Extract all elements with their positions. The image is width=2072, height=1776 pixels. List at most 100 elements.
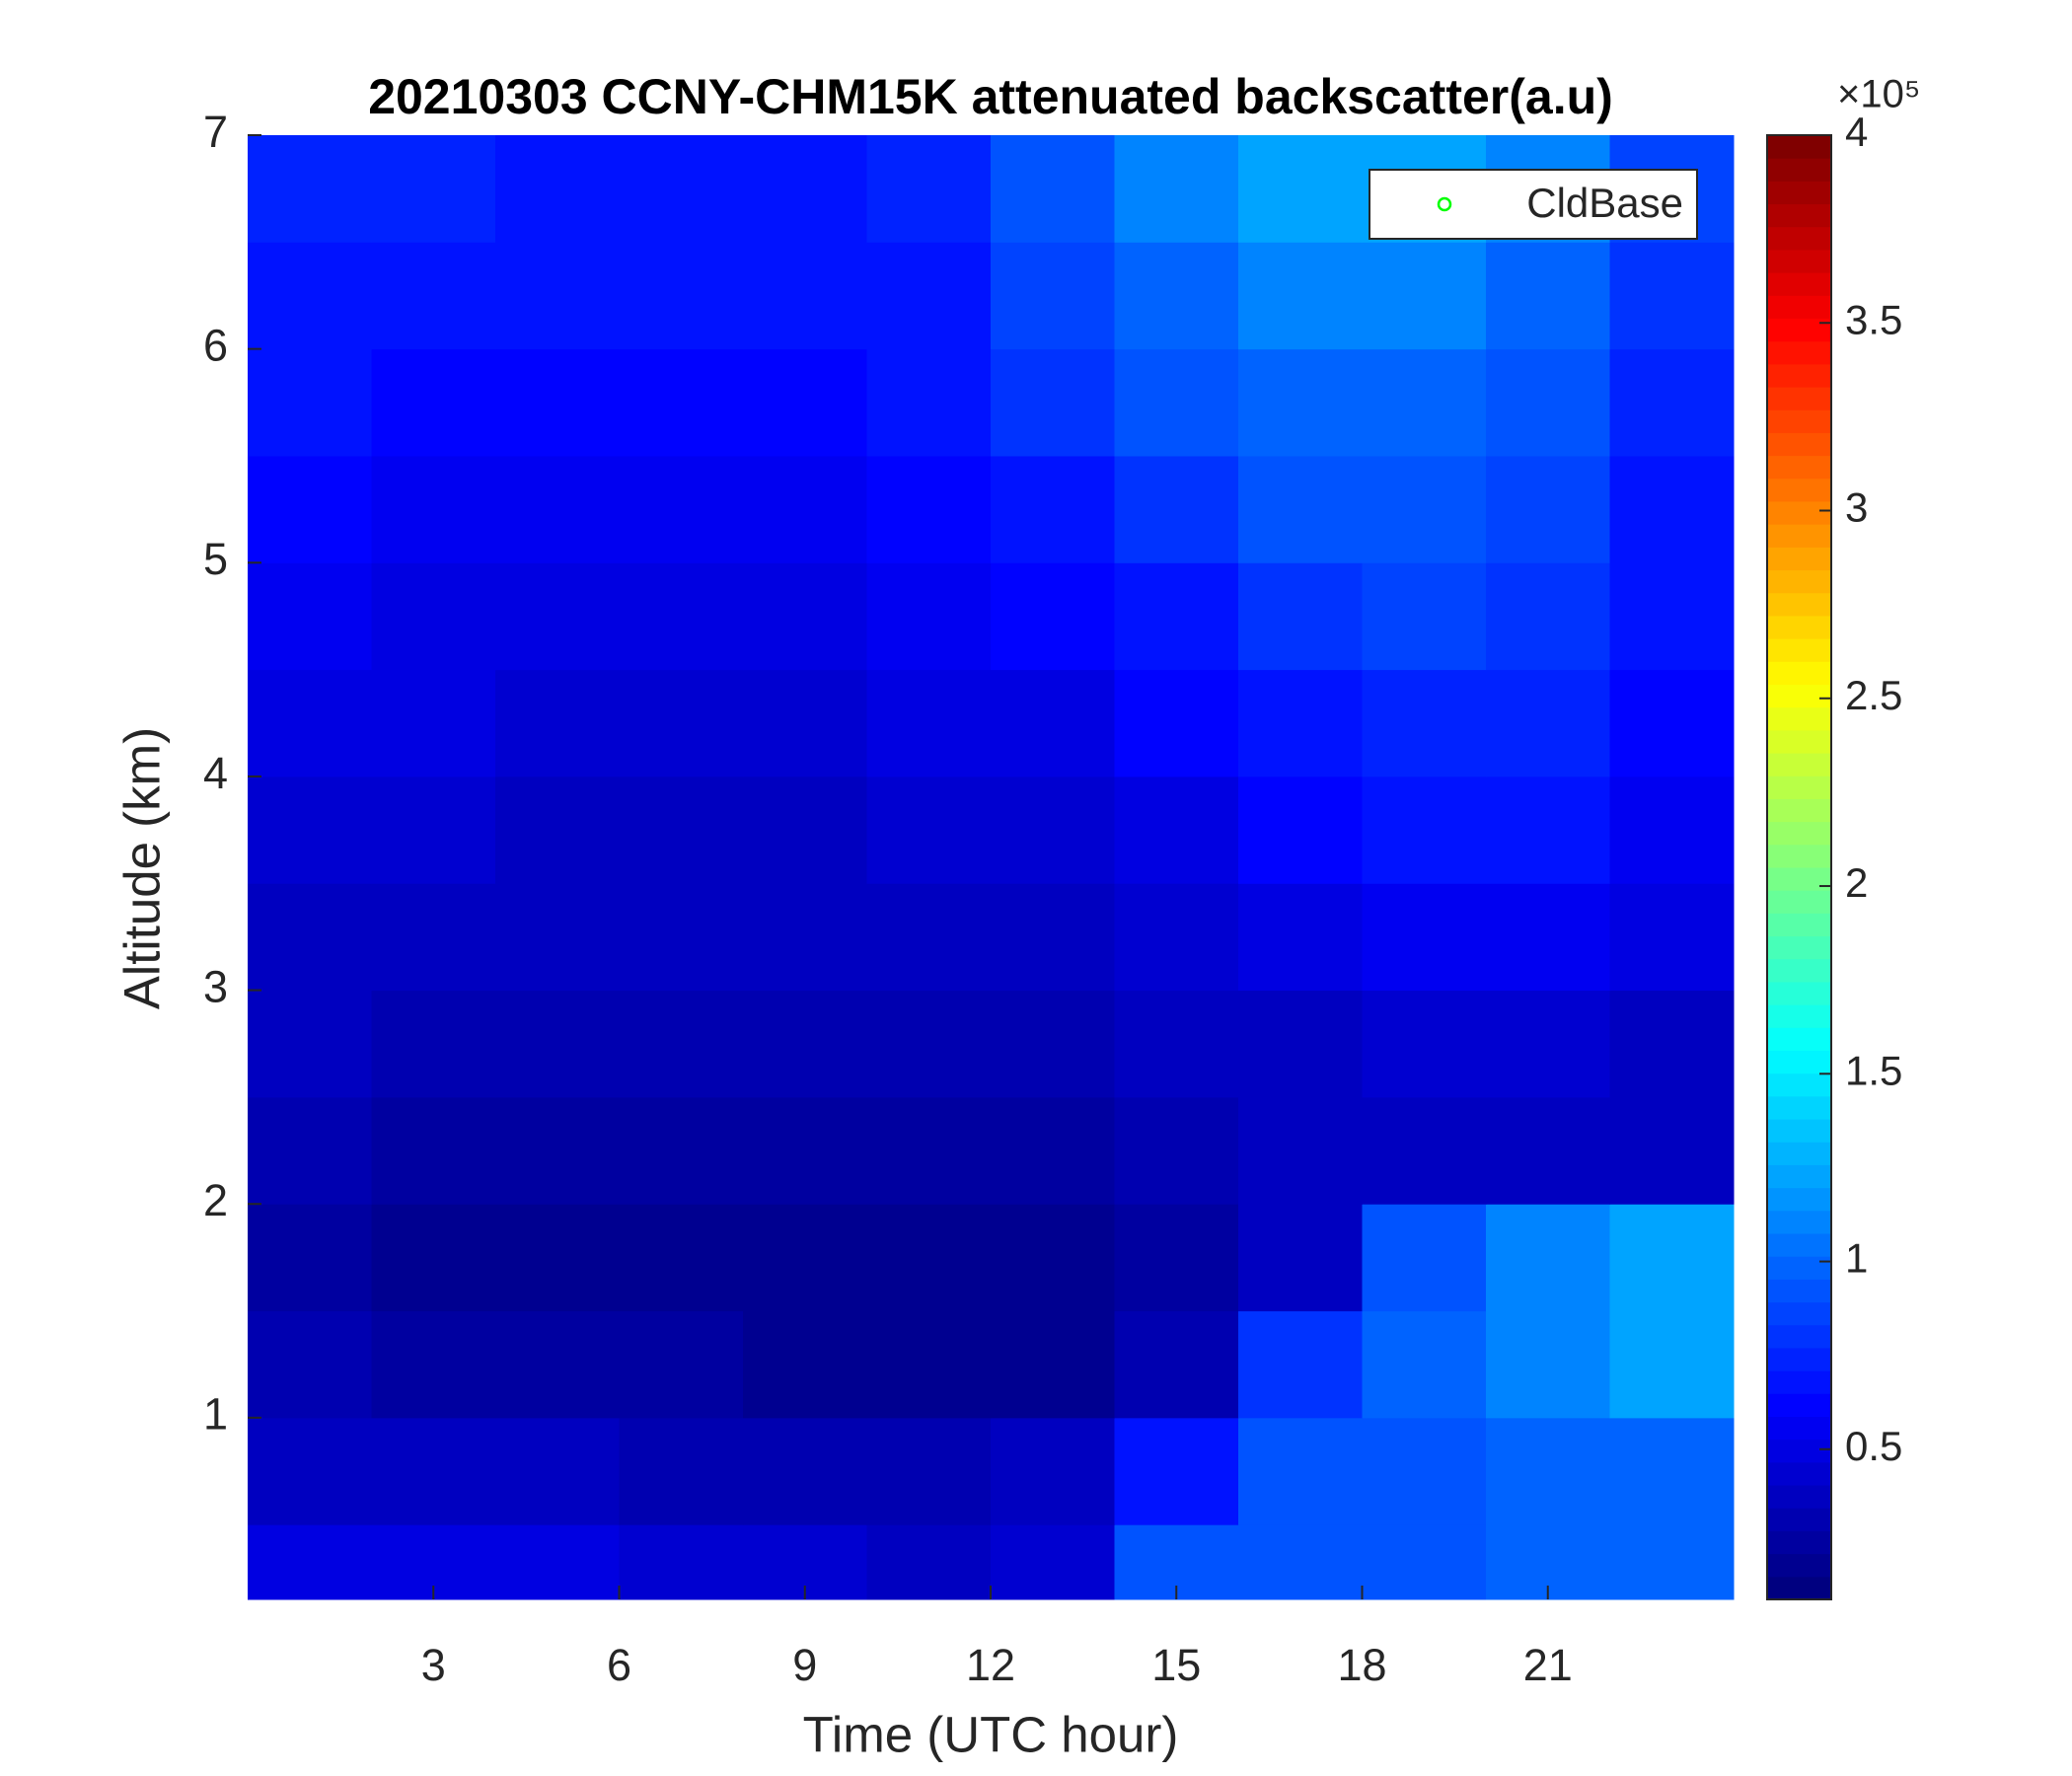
colorbar-band — [1767, 1461, 1831, 1486]
heatmap-cell — [743, 1417, 867, 1525]
heatmap-cell — [248, 348, 372, 457]
colorbar-tick-label: 2 — [1845, 859, 1868, 906]
heatmap-cell — [1609, 348, 1735, 457]
heatmap-cell — [495, 776, 620, 884]
x-tick-label: 3 — [421, 1640, 446, 1690]
colorbar-band — [1767, 913, 1831, 937]
heatmap-cell — [743, 242, 867, 350]
colorbar-band — [1767, 340, 1831, 365]
heatmap-cell — [495, 1310, 620, 1419]
colorbar-band — [1767, 432, 1831, 457]
colorbar-band — [1767, 1370, 1831, 1394]
heatmap-cell — [371, 1417, 496, 1525]
chart-title: 20210303 CCNY-CHM15K attenuated backscat… — [368, 69, 1613, 124]
heatmap-cell — [495, 1417, 620, 1525]
colorbar-band — [1767, 1073, 1831, 1097]
heatmap-cell — [495, 135, 620, 243]
colorbar-band — [1767, 1485, 1831, 1509]
x-axis-label: Time (UTC hour) — [803, 1706, 1179, 1762]
colorbar-band — [1767, 1439, 1831, 1463]
heatmap-cell — [1114, 562, 1239, 671]
heatmap-cell — [371, 883, 496, 992]
colorbar-band — [1767, 1508, 1831, 1531]
colorbar-band — [1767, 1187, 1831, 1212]
y-tick-label: 2 — [203, 1175, 228, 1225]
heatmap-cell — [1238, 776, 1363, 884]
heatmap-cell — [866, 1096, 992, 1205]
heatmap-cell — [619, 562, 744, 671]
heatmap-cell — [371, 455, 496, 563]
heatmap-cell — [743, 776, 867, 884]
heatmap-cell — [495, 883, 620, 992]
heatmap-cell — [866, 562, 992, 671]
heatmap-cell — [1114, 883, 1239, 992]
heatmap-cell — [991, 135, 1115, 243]
y-tick-label: 5 — [203, 534, 228, 584]
x-tick-label: 9 — [792, 1640, 817, 1690]
heatmap-cell — [866, 242, 992, 350]
heatmap-cell — [991, 1310, 1115, 1419]
heatmap-cell — [1114, 776, 1239, 884]
colorbar-band — [1767, 1210, 1831, 1234]
heatmap-cell — [1114, 1204, 1239, 1312]
heatmap-cell — [495, 990, 620, 1098]
legend-label: CldBase — [1526, 180, 1683, 226]
heatmap-cell — [619, 1524, 744, 1600]
heatmap-cell — [619, 348, 744, 457]
heatmap-cell — [371, 669, 496, 777]
heatmap-cell — [619, 776, 744, 884]
colorbar-band — [1767, 981, 1831, 1005]
heatmap-cell — [1114, 242, 1239, 350]
heatmap-cell — [866, 1417, 992, 1525]
heatmap-cell — [991, 1204, 1115, 1312]
heatmap-cell — [991, 1417, 1115, 1525]
heatmap-cell — [248, 776, 372, 884]
heatmap-cell — [991, 562, 1115, 671]
heatmap-cell — [743, 1096, 867, 1205]
heatmap-cell — [248, 562, 372, 671]
heatmap-cell — [619, 1417, 744, 1525]
colorbar-band — [1767, 1301, 1831, 1326]
heatmap-cell — [1114, 348, 1239, 457]
colorbar-band — [1767, 890, 1831, 914]
heatmap-cell — [1362, 242, 1487, 350]
colorbar-band — [1767, 798, 1831, 823]
heatmap-cell — [619, 883, 744, 992]
colorbar-band — [1767, 203, 1831, 228]
heatmap-cell — [1114, 455, 1239, 563]
heatmap-cell — [495, 348, 620, 457]
y-tick-label: 7 — [203, 107, 228, 157]
heatmap-cell — [1362, 1096, 1487, 1205]
heatmap-cell — [1362, 776, 1487, 884]
heatmap-cell — [991, 883, 1115, 992]
heatmap-cell — [1362, 1310, 1487, 1419]
heatmap-cell — [619, 1310, 744, 1419]
colorbar-band — [1767, 1530, 1831, 1555]
heatmap-cell — [991, 348, 1115, 457]
colorbar-band — [1767, 592, 1831, 617]
heatmap-cell — [1238, 883, 1363, 992]
colorbar-band — [1767, 363, 1831, 388]
heatmap-cell — [866, 669, 992, 777]
heatmap-cell — [495, 1096, 620, 1205]
colorbar-band — [1767, 684, 1831, 708]
heatmap-cell — [866, 455, 992, 563]
heatmap-cell — [619, 990, 744, 1098]
heatmap-cell — [1486, 562, 1610, 671]
colorbar-band — [1767, 569, 1831, 594]
heatmap-cell — [248, 1417, 372, 1525]
heatmap-cell — [866, 776, 992, 884]
colorbar-band — [1767, 409, 1831, 433]
heatmap-cell — [371, 1204, 496, 1312]
heatmap-cell — [495, 1524, 620, 1600]
heatmap-cell — [619, 242, 744, 350]
heatmap-cell — [619, 1204, 744, 1312]
x-tick-label: 15 — [1151, 1640, 1201, 1690]
colorbar-tick-label: 3 — [1845, 484, 1868, 531]
heatmap-cell — [1609, 562, 1735, 671]
heatmap-cell — [495, 669, 620, 777]
colorbar-band — [1767, 501, 1831, 525]
heatmap-cell — [1486, 1310, 1610, 1419]
colorbar-band — [1767, 1256, 1831, 1280]
heatmap-cell — [866, 1204, 992, 1312]
